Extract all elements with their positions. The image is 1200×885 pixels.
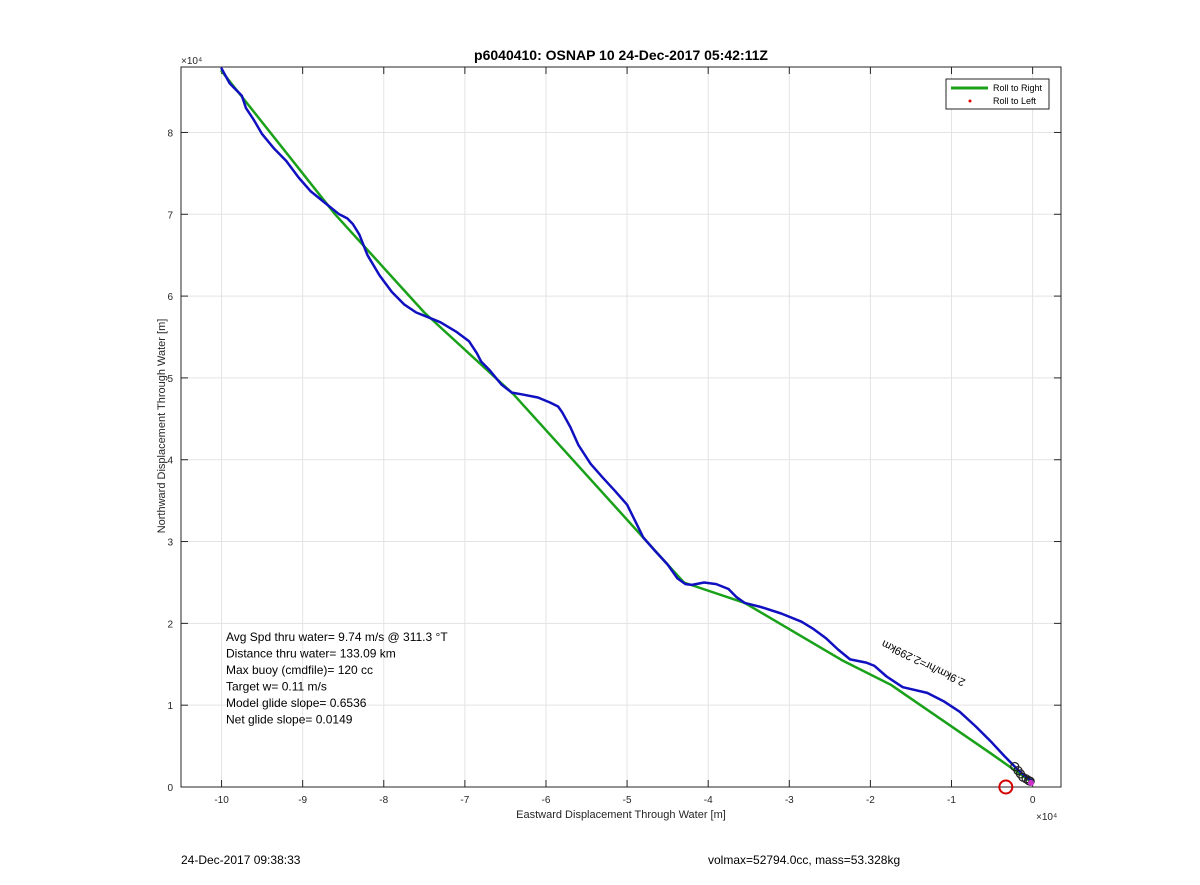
stats-line: Max buoy (cmdfile)= 120 cc (226, 663, 373, 677)
x-axis-exponent: ×10⁴ (1036, 812, 1057, 823)
series-track-line (220, 67, 1034, 782)
stats-line: Model glide slope= 0.6536 (226, 696, 367, 710)
x-tick-label: -10 (214, 795, 229, 806)
axes-box (180, 66, 1062, 788)
footer-mass-info: volmax=52794.0cc, mass=53.328kg (708, 853, 901, 867)
y-tick-label: 0 (167, 783, 173, 794)
x-tick-label: -4 (704, 795, 713, 806)
series-roll-right-line (220, 69, 1034, 785)
legend-label-roll-left: Roll to Left (993, 96, 1037, 106)
legend-swatch-roll-left (968, 99, 972, 103)
end-marker (1027, 779, 1034, 786)
x-tick-label: -9 (298, 795, 307, 806)
y-tick-label: 8 (167, 128, 173, 139)
legend-label-roll-right: Roll to Right (993, 83, 1043, 93)
x-axis-label: Eastward Displacement Through Water [m] (516, 809, 726, 821)
x-tick-label: -5 (623, 795, 632, 806)
y-axis-exponent: ×10⁴ (181, 56, 202, 67)
stats-line: Target w= 0.11 m/s (226, 680, 327, 694)
x-tick-label: -7 (460, 795, 469, 806)
y-tick-label: 4 (167, 456, 173, 467)
y-tick-label: 7 (167, 210, 173, 221)
stats-block: Avg Spd thru water= 9.74 m/s @ 311.3 °T D… (226, 630, 448, 727)
y-tick-label: 3 (167, 538, 173, 549)
x-tick-label: 0 (1030, 795, 1036, 806)
start-circle-marker (998, 779, 1014, 795)
y-tick-label: 1 (167, 701, 173, 712)
legend: Roll to Right Roll to Left (945, 78, 1050, 110)
series-layer (220, 67, 1034, 785)
x-tick-label: -3 (785, 795, 794, 806)
y-tick-label: 6 (167, 292, 173, 303)
y-tick-label: 2 (167, 619, 173, 630)
x-tick-label: -1 (947, 795, 956, 806)
x-tick-label: -6 (542, 795, 551, 806)
annotations: 2.9km/hr=2.299km (880, 637, 1035, 795)
stats-line: Avg Spd thru water= 9.74 m/s @ 311.3 °T (226, 630, 448, 644)
chart-title: p6040410: OSNAP 10 24-Dec-2017 05:42:11Z (474, 47, 768, 63)
footer-timestamp: 24-Dec-2017 09:38:33 (181, 853, 301, 867)
y-tick-label: 5 (167, 374, 173, 385)
stats-line: Net glide slope= 0.0149 (226, 713, 353, 727)
y-axis-label: Northward Displacement Through Water [m] (156, 319, 168, 534)
stats-line: Distance thru water= 133.09 km (226, 647, 396, 661)
legend-box (945, 78, 1050, 110)
x-tick-label: -2 (866, 795, 875, 806)
x-tick-label: -8 (379, 795, 388, 806)
